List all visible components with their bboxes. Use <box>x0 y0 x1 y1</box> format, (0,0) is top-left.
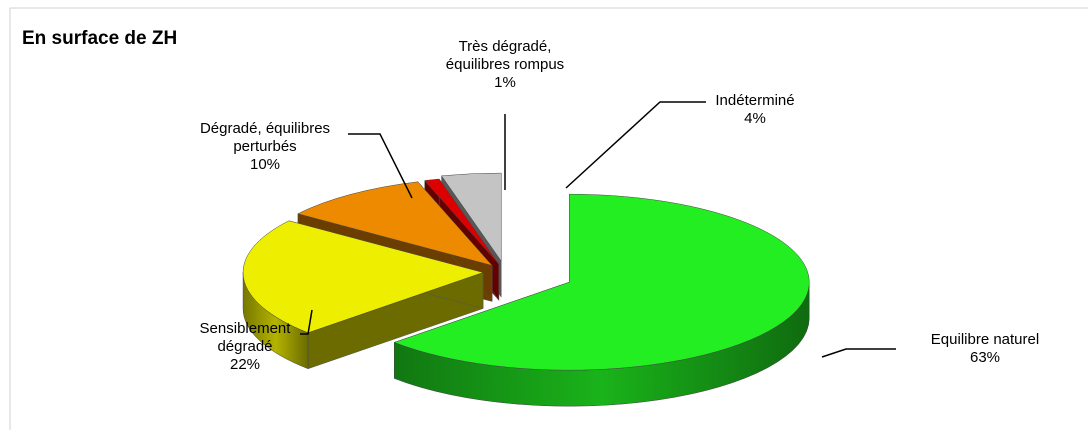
leader-line <box>300 309 313 335</box>
value-label: 63% <box>969 349 1001 366</box>
chart-title: En surface de ZH <box>22 28 178 49</box>
leader-line <box>348 133 413 199</box>
pie-slice <box>393 193 810 407</box>
value-label: 22% <box>229 356 261 373</box>
value-label: 1% <box>494 74 516 91</box>
value-label: 10% <box>249 156 281 173</box>
data-label: Très dégradé, équilibres rompus 1% <box>430 38 580 92</box>
data-label: Indéterminé 4% <box>690 92 820 128</box>
pie-slice <box>242 220 484 370</box>
slice-top <box>242 220 484 334</box>
leader-line <box>821 348 896 358</box>
leader-line <box>565 101 706 189</box>
slice-top <box>441 172 502 262</box>
pie <box>242 172 810 407</box>
slice-top <box>424 178 500 265</box>
value-label: 4% <box>744 110 766 127</box>
slice-top <box>393 193 810 371</box>
category-name: Très dégradé, équilibres rompus <box>445 38 565 73</box>
data-label: Dégradé, équilibres perturbés 10% <box>180 120 350 174</box>
data-label: Sensiblement dégradé 22% <box>185 320 305 374</box>
slice-top <box>297 181 493 266</box>
category-name: Sensiblement dégradé <box>199 320 291 355</box>
category-name: Indéterminé <box>715 92 795 109</box>
leader-lines <box>300 101 896 358</box>
category-name: Dégradé, équilibres perturbés <box>199 120 331 155</box>
data-label: Equilibre naturel 63% <box>900 331 1070 367</box>
category-name: Equilibre naturel <box>930 331 1040 348</box>
